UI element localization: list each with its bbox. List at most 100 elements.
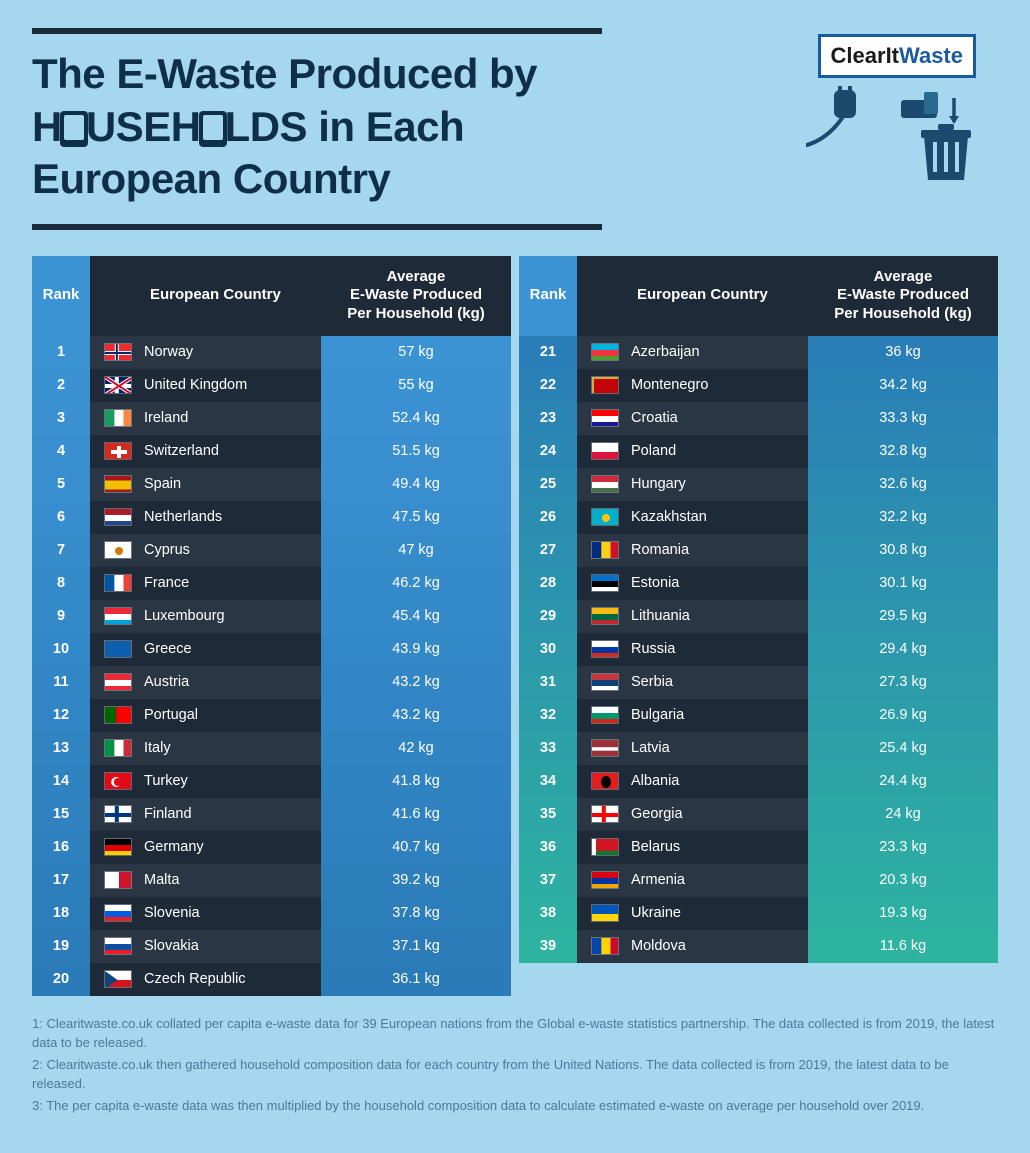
flag-icon <box>591 541 619 559</box>
rank-cell: 16 <box>32 831 90 864</box>
value-cell: 55 kg <box>321 369 511 402</box>
flag-icon <box>591 409 619 427</box>
rank-cell: 19 <box>32 930 90 963</box>
value-cell: 30.1 kg <box>808 567 998 600</box>
footnote-line: 3: The per capita e-waste data was then … <box>32 1096 998 1116</box>
value-cell: 23.3 kg <box>808 831 998 864</box>
col-country: European Country <box>577 256 808 336</box>
country-cell: Armenia <box>577 864 808 897</box>
value-cell: 41.8 kg <box>321 765 511 798</box>
rank-cell: 6 <box>32 501 90 534</box>
rank-cell: 38 <box>519 897 577 930</box>
value-cell: 42 kg <box>321 732 511 765</box>
footnotes: 1: Clearitwaste.co.uk collated per capit… <box>32 1014 998 1116</box>
value-cell: 41.6 kg <box>321 798 511 831</box>
value-cell: 37.8 kg <box>321 897 511 930</box>
value-cell: 26.9 kg <box>808 699 998 732</box>
rank-cell: 2 <box>32 369 90 402</box>
rank-cell: 7 <box>32 534 90 567</box>
table-row: 12Portugal43.2 kg <box>32 699 511 732</box>
rank-cell: 30 <box>519 633 577 666</box>
flag-icon <box>104 508 132 526</box>
flag-icon <box>591 904 619 922</box>
country-cell: Bulgaria <box>577 699 808 732</box>
table-row: 39Moldova11.6 kg <box>519 930 998 963</box>
flag-icon <box>591 442 619 460</box>
value-cell: 39.2 kg <box>321 864 511 897</box>
table-row: 23Croatia33.3 kg <box>519 402 998 435</box>
table-row: 29Lithuania29.5 kg <box>519 600 998 633</box>
table-row: 15Finland41.6 kg <box>32 798 511 831</box>
flag-icon <box>591 772 619 790</box>
country-cell: Ireland <box>90 402 321 435</box>
flag-icon <box>104 343 132 361</box>
country-cell: Czech Republic <box>90 963 321 996</box>
rank-cell: 23 <box>519 402 577 435</box>
flag-icon <box>104 376 132 394</box>
table-row: 34Albania24.4 kg <box>519 765 998 798</box>
rank-cell: 8 <box>32 567 90 600</box>
flag-icon <box>591 640 619 658</box>
col-value: Average E-Waste Produced Per Household (… <box>808 256 998 336</box>
country-cell: Slovakia <box>90 930 321 963</box>
flag-icon <box>104 673 132 691</box>
table-row: 25Hungary32.6 kg <box>519 468 998 501</box>
rank-cell: 37 <box>519 864 577 897</box>
table-row: 22Montenegro34.2 kg <box>519 369 998 402</box>
rank-cell: 14 <box>32 765 90 798</box>
rank-cell: 12 <box>32 699 90 732</box>
value-cell: 32.6 kg <box>808 468 998 501</box>
table-row: 24Poland32.8 kg <box>519 435 998 468</box>
flag-icon <box>591 343 619 361</box>
flag-icon <box>104 871 132 889</box>
table-row: 16Germany40.7 kg <box>32 831 511 864</box>
table-row: 2United Kingdom55 kg <box>32 369 511 402</box>
flag-icon <box>104 442 132 460</box>
country-cell: Spain <box>90 468 321 501</box>
flag-icon <box>591 937 619 955</box>
value-cell: 33.3 kg <box>808 402 998 435</box>
flag-icon <box>104 475 132 493</box>
rank-cell: 4 <box>32 435 90 468</box>
table-row: 7Cyprus47 kg <box>32 534 511 567</box>
rank-cell: 18 <box>32 897 90 930</box>
value-cell: 20.3 kg <box>808 864 998 897</box>
hero-illustration <box>806 72 976 227</box>
flag-icon <box>104 607 132 625</box>
rank-cell: 28 <box>519 567 577 600</box>
country-cell: Italy <box>90 732 321 765</box>
rank-cell: 5 <box>32 468 90 501</box>
table-left: Rank European Country Average E-Waste Pr… <box>32 256 511 996</box>
flag-icon <box>104 805 132 823</box>
flag-icon <box>104 904 132 922</box>
table-row: 13Italy42 kg <box>32 732 511 765</box>
data-tables: Rank European Country Average E-Waste Pr… <box>32 256 998 996</box>
table-row: 17Malta39.2 kg <box>32 864 511 897</box>
flag-icon <box>591 838 619 856</box>
rank-cell: 27 <box>519 534 577 567</box>
table-row: 1Norway57 kg <box>32 336 511 369</box>
rank-cell: 34 <box>519 765 577 798</box>
country-cell: Malta <box>90 864 321 897</box>
value-cell: 27.3 kg <box>808 666 998 699</box>
rank-cell: 29 <box>519 600 577 633</box>
rank-cell: 10 <box>32 633 90 666</box>
country-cell: Hungary <box>577 468 808 501</box>
value-cell: 45.4 kg <box>321 600 511 633</box>
rank-cell: 11 <box>32 666 90 699</box>
table-row: 26Kazakhstan32.2 kg <box>519 501 998 534</box>
country-cell: United Kingdom <box>90 369 321 402</box>
country-cell: Kazakhstan <box>577 501 808 534</box>
rank-cell: 36 <box>519 831 577 864</box>
rank-cell: 33 <box>519 732 577 765</box>
flag-icon <box>591 706 619 724</box>
value-cell: 47.5 kg <box>321 501 511 534</box>
rank-cell: 15 <box>32 798 90 831</box>
table-row: 5Spain49.4 kg <box>32 468 511 501</box>
country-cell: Switzerland <box>90 435 321 468</box>
flag-icon <box>104 937 132 955</box>
country-cell: Montenegro <box>577 369 808 402</box>
rank-cell: 22 <box>519 369 577 402</box>
flag-icon <box>591 475 619 493</box>
table-row: 3Ireland52.4 kg <box>32 402 511 435</box>
